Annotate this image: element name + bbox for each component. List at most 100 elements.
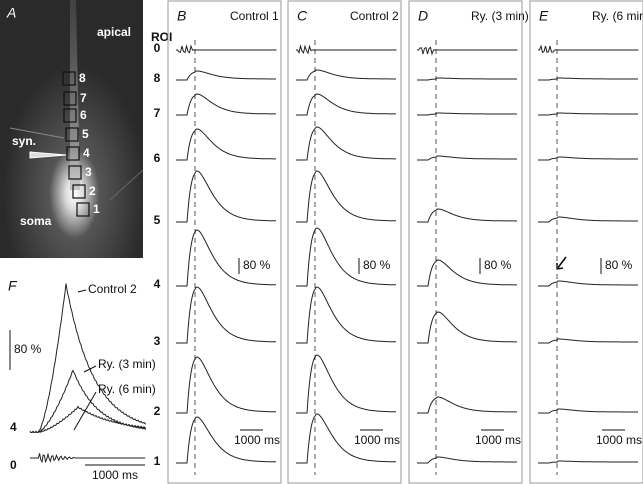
trace	[538, 112, 638, 116]
panel-label: E	[539, 8, 549, 24]
roi-box	[68, 165, 82, 180]
roi-row-label: 3	[154, 334, 161, 348]
leader	[73, 391, 97, 431]
arrow	[556, 256, 567, 270]
roi-box	[63, 91, 77, 106]
roi-header: ROI	[151, 30, 172, 44]
trace	[29, 283, 147, 433]
roi-box	[63, 108, 77, 123]
roi-row-label: 2	[154, 404, 161, 418]
trace	[176, 70, 276, 81]
trace	[296, 354, 396, 414]
time-scale: 1000 ms	[234, 433, 280, 447]
leader	[83, 365, 97, 373]
trace	[296, 286, 396, 344]
roi-label: 3	[85, 165, 92, 179]
amp-scale: 80 %	[484, 258, 512, 272]
panel-frame	[529, 0, 643, 484]
label: soma	[20, 214, 52, 228]
time-scale: 1000 ms	[354, 433, 400, 447]
roi-box	[62, 71, 76, 86]
trace	[29, 405, 147, 433]
panel-frame	[287, 0, 402, 484]
trace-label: Ry. (3 min)	[98, 357, 156, 371]
row-label: 0	[10, 458, 17, 472]
trace	[538, 408, 638, 414]
roi-box	[76, 202, 90, 217]
trace	[417, 311, 517, 344]
time-scale: 1000 ms	[475, 433, 521, 447]
trace	[176, 44, 277, 54]
trace	[417, 77, 517, 81]
trace	[296, 126, 396, 161]
row-label: 4	[10, 420, 17, 434]
trace	[176, 286, 276, 344]
trace	[296, 227, 396, 287]
label: apical	[97, 25, 131, 39]
trace	[176, 170, 276, 223]
synapse-pipette	[29, 151, 67, 159]
trace	[417, 112, 517, 116]
leader	[77, 289, 87, 293]
trace	[417, 259, 517, 287]
roi-label: 2	[89, 184, 96, 198]
roi-row-label: 7	[154, 106, 161, 120]
roi-row-label: 6	[154, 151, 161, 165]
panel-title: Ry. (3 min)	[471, 9, 529, 23]
panel-frame	[167, 0, 282, 484]
panel-frame	[408, 0, 523, 484]
trace	[296, 44, 397, 55]
roi-label: 1	[93, 202, 100, 216]
trace	[296, 69, 396, 81]
trace	[538, 460, 638, 464]
roi-label: 6	[80, 108, 87, 122]
trace	[176, 93, 276, 116]
roi-row-label: 8	[154, 71, 161, 85]
panel-title: Control 1	[230, 9, 279, 23]
panel-title: Ry. (6 min)	[592, 9, 643, 23]
panel-title: Control 2	[350, 9, 399, 23]
trace	[538, 44, 639, 54]
panel-label: D	[418, 8, 428, 24]
panel-label: C	[297, 8, 308, 24]
panel-label: B	[177, 8, 186, 24]
trace	[538, 280, 638, 287]
trace	[417, 155, 517, 161]
trace	[176, 229, 276, 287]
trace-label: Ry. (6 min)	[98, 382, 156, 396]
roi-box	[65, 127, 79, 142]
dendrite	[70, 0, 80, 190]
trace	[176, 128, 276, 161]
trace-label: Control 2	[88, 282, 137, 296]
amp-scale: 80 %	[605, 258, 633, 272]
amp-scale: 80 %	[363, 258, 391, 272]
panel-label: A	[6, 5, 16, 21]
label: syn.	[12, 134, 36, 148]
roi-label: 4	[83, 146, 90, 160]
trace	[417, 46, 518, 56]
roi-row-label: 1	[154, 454, 161, 468]
roi-label: 7	[80, 91, 87, 105]
trace	[417, 396, 518, 414]
time-scale: 1000 ms	[92, 468, 138, 482]
trace	[176, 416, 277, 464]
trace	[296, 170, 396, 223]
trace	[538, 338, 638, 344]
trace	[296, 413, 396, 464]
roi-box	[66, 146, 80, 161]
trace	[30, 452, 146, 464]
time-scale: 1000 ms	[596, 433, 642, 447]
roi-box	[72, 184, 86, 199]
roi-row-label: 0	[154, 41, 161, 55]
roi-label: 5	[82, 127, 89, 141]
trace	[538, 156, 638, 161]
amp-scale: 80 %	[14, 342, 42, 356]
roi-row-label: 5	[154, 213, 161, 227]
roi-label: 8	[79, 71, 86, 85]
trace	[538, 216, 638, 223]
trace	[417, 208, 517, 223]
panel-label: F	[8, 278, 18, 294]
trace	[176, 356, 276, 414]
trace	[538, 77, 638, 81]
